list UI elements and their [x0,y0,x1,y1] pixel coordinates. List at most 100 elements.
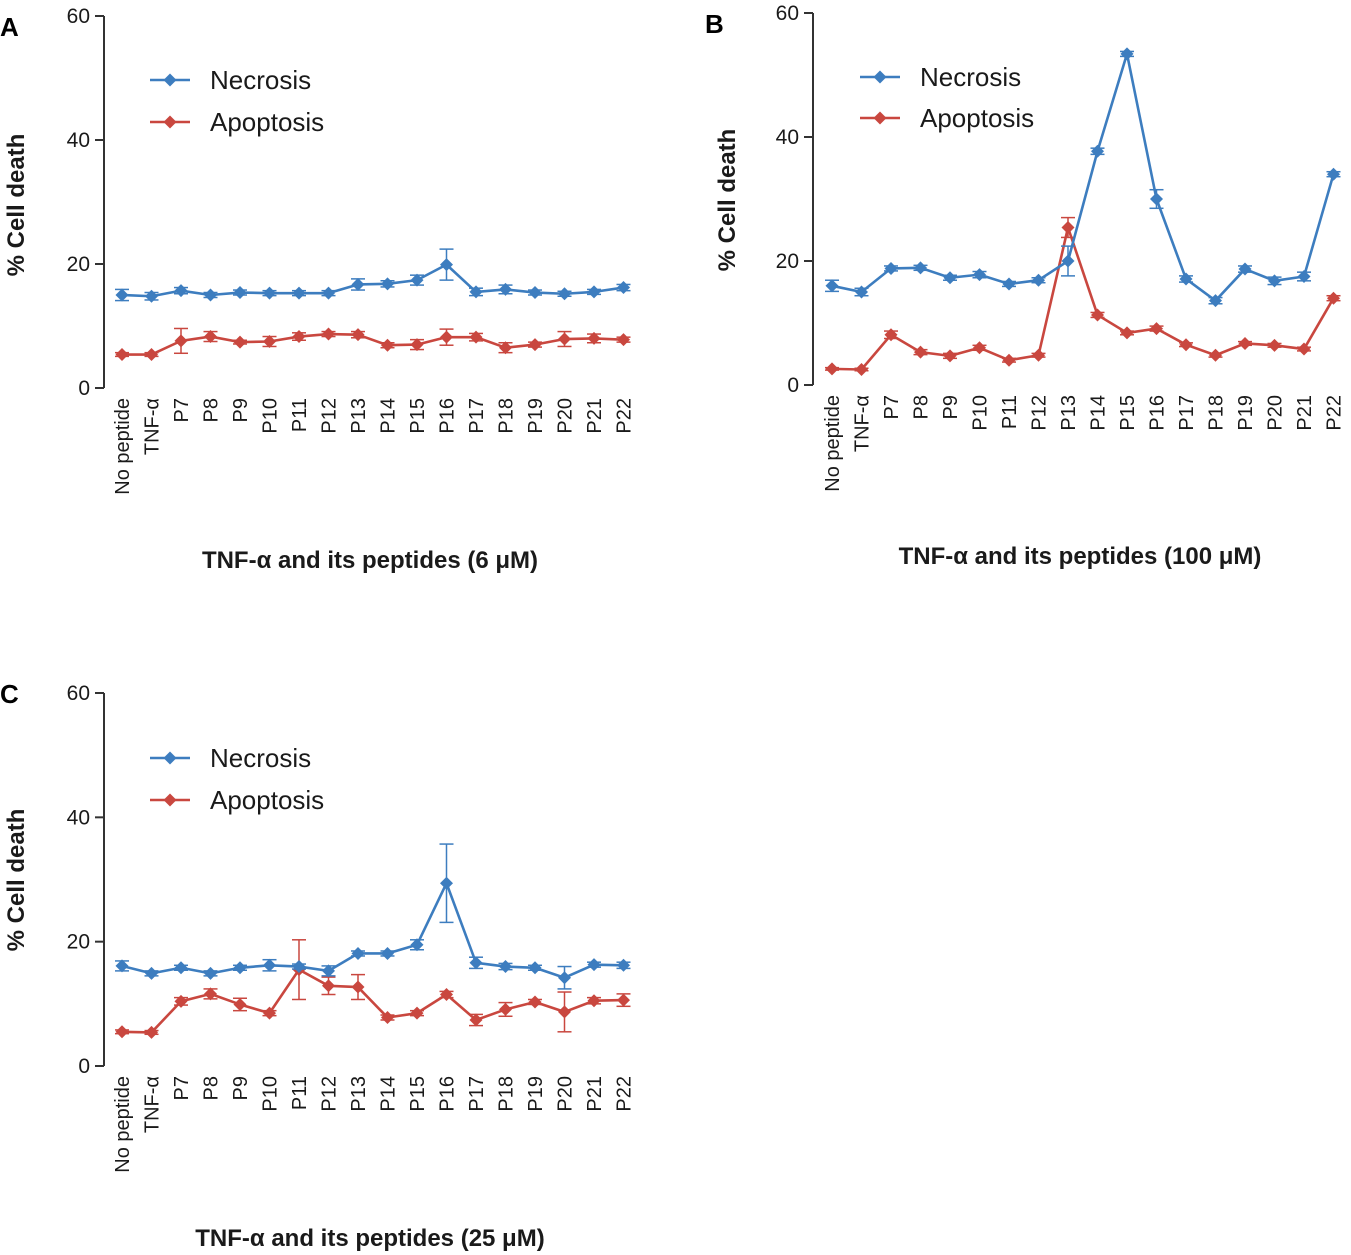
panel-a: A 0 20 40 60 % Cell death No peptide TNF-α P7 P8 P… [0,5,636,574]
x-axis-title: TNF-α and its peptides (25 μM) [195,1225,544,1252]
apoptosis-point [263,1006,276,1020]
necrosis-point [558,287,571,301]
x-category-label: P16 [437,1076,459,1112]
legend-necrosis-label: Necrosis [210,65,311,95]
panel-b: B 0 20 40 60 % Cell death No peptide TNF-α P7 P8 P… [705,2,1346,570]
necrosis-point [381,946,394,960]
series-apoptosis [825,216,1341,376]
legend-necrosis-label: Necrosis [210,743,311,773]
necrosis-point [263,958,276,972]
y-axis-title: % Cell death [714,129,741,272]
necrosis-point [145,966,158,980]
necrosis-point [410,273,424,287]
necrosis-point [440,876,453,890]
apoptosis-point [115,1025,129,1039]
y-tick-label: 20 [67,931,90,954]
series-necrosis [825,47,1341,308]
necrosis-point [351,946,365,960]
x-category-label: P11 [999,395,1021,429]
x-category-label: TNF-α [142,398,164,455]
necrosis-point [322,964,335,978]
x-category-label: P17 [466,1076,488,1112]
x-category-label: P19 [1235,395,1257,431]
y-tick-label: 60 [67,682,90,705]
necrosis-line [121,263,624,298]
necrosis-point [292,960,306,974]
legend-necrosis-label: Necrosis [920,62,1021,92]
necrosis-point [1032,273,1045,287]
apoptosis-point [1032,348,1045,362]
apoptosis-line [122,332,624,356]
x-category-label: P7 [881,395,903,419]
x-category-label: P18 [496,398,518,434]
x-category-label: P22 [1324,395,1346,431]
apoptosis-point [825,362,839,376]
y-axis-title: % Cell death [3,134,30,277]
x-category-label: P12 [1029,395,1051,431]
necrosis-point [1268,274,1281,288]
apoptosis-point [1120,326,1134,340]
apoptosis-point [233,335,247,349]
x-category-label: P21 [1294,395,1316,431]
y-tick-label: 40 [67,806,90,829]
apoptosis-point [528,338,542,352]
apoptosis-point [587,331,601,345]
necrosis-point [499,960,512,974]
apoptosis-line [831,226,1335,371]
necrosis-point [322,286,335,300]
necrosis-point [499,282,512,296]
apoptosis-point [174,994,188,1008]
x-category-label: P8 [201,398,223,422]
panel-letter: A [0,12,19,42]
x-category-label: P21 [584,398,606,434]
apoptosis-point [617,993,630,1007]
x-category-label: P17 [1176,395,1198,431]
legend-necrosis-marker [873,70,887,84]
legend-apoptosis-label: Apoptosis [920,103,1034,133]
apoptosis-point [292,330,306,344]
necrosis-point [1327,167,1340,181]
x-category-label: P18 [496,1076,518,1112]
necrosis-point [204,288,217,302]
apoptosis-point [322,327,335,341]
apoptosis-point [1238,336,1252,350]
necrosis-point [233,286,247,300]
series-apoptosis [115,939,631,1039]
y-tick-label: 20 [67,253,90,276]
apoptosis-point [381,1011,394,1025]
necrosis-point [204,966,217,980]
necrosis-point [1238,262,1252,276]
x-axis-title: TNF-α and its peptides (100 μM) [899,543,1262,570]
necrosis-point [145,289,158,303]
y-tick-label: 20 [776,250,799,273]
apoptosis-point [145,1025,158,1039]
apoptosis-point [1150,322,1163,336]
x-category-label: P17 [466,398,488,434]
apoptosis-point [174,334,188,348]
necrosis-point [263,286,276,300]
necrosis-point [943,271,957,285]
apoptosis-point [115,348,129,362]
x-category-label: P11 [289,398,311,432]
apoptosis-point [1297,342,1311,356]
legend-necrosis-marker [163,751,177,765]
necrosis-line [121,881,624,980]
x-category-label: P10 [970,395,992,431]
necrosis-point [351,277,365,291]
y-axis-title: % Cell death [3,809,30,952]
legend-apoptosis-label: Apoptosis [210,785,324,815]
apoptosis-point [322,979,335,993]
legend-apoptosis-marker [163,115,177,129]
necrosis-point [617,958,630,972]
legend: Necrosis Apoptosis [150,743,324,815]
apoptosis-point [1179,338,1193,352]
panel-letter: B [705,9,724,39]
x-category-label: P12 [319,398,341,434]
x-category-label: TNF-α [852,395,874,452]
x-category-label: P16 [437,398,459,434]
apoptosis-point [1327,291,1340,305]
x-category-label: P13 [348,1076,370,1112]
necrosis-point [469,956,483,970]
necrosis-point [410,938,424,952]
apoptosis-point [381,338,394,352]
